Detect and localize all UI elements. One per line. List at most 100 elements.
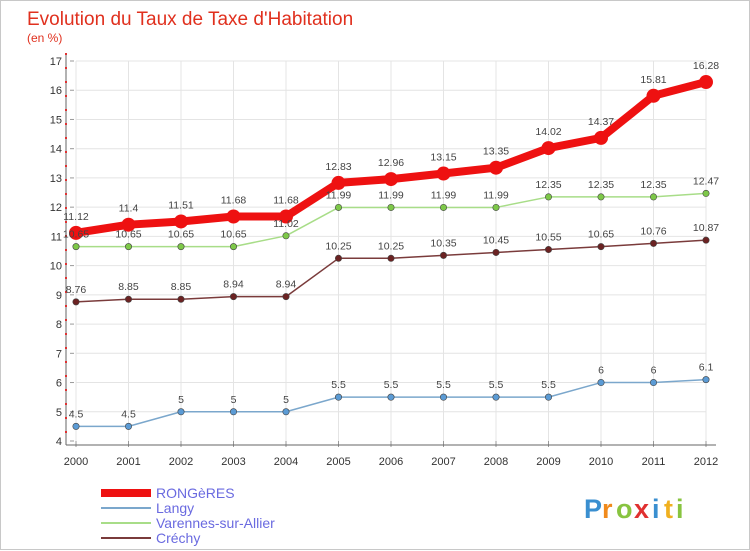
series-1-data-label: 5 — [178, 394, 184, 406]
x-tick-label: 2007 — [431, 456, 455, 468]
series-layer — [69, 75, 713, 430]
series-0-data-label: 14.37 — [588, 116, 614, 128]
legend-label-0: RONGèRES — [156, 485, 235, 501]
y-tick-label: 17 — [50, 56, 62, 68]
series-3-data-label: 10.25 — [325, 240, 351, 252]
series-1-data-label: 4.5 — [69, 408, 84, 420]
series-0-point — [436, 166, 451, 181]
series-2-point — [177, 243, 185, 251]
data-labels: 4.5 4.5 5 5 5 5.5 5.5 5.5 5.5 5.5 6 6 6.1 10.65 10.65 1… — [63, 60, 719, 420]
series-1-point — [282, 408, 290, 416]
series-2-data-label: 11.99 — [483, 189, 509, 201]
y-tick-label: 8 — [56, 319, 62, 331]
y-tick-label: 4 — [56, 436, 62, 448]
x-tick-label: 2009 — [536, 456, 560, 468]
chart-title: Evolution du Taux de Taxe d'Habitation — [27, 9, 353, 30]
x-tick-label: 2005 — [326, 456, 350, 468]
logo-letter: i — [652, 494, 660, 524]
series-0-data-label: 16.28 — [693, 60, 719, 72]
series-3-point — [649, 239, 657, 247]
x-tick-label: 2000 — [64, 456, 88, 468]
series-0-data-label: 11.4 — [119, 203, 139, 215]
series-0-point — [331, 175, 346, 190]
series-3-data-label: 10.25 — [378, 240, 404, 252]
chart-unit-label: (en %) — [27, 31, 62, 45]
series-1-point — [334, 393, 342, 401]
series-2-data-label: 10.65 — [63, 229, 89, 241]
series-0-point — [646, 88, 661, 103]
series-0-data-label: 11.51 — [168, 199, 194, 211]
legend-label-3: Créchy — [156, 530, 200, 546]
series-1-point — [439, 393, 447, 401]
series-3-point — [387, 254, 395, 262]
y-tick-label: 11 — [51, 231, 62, 243]
series-2-data-label: 12.35 — [640, 179, 666, 191]
grid — [75, 60, 707, 441]
y-tick-label: 13 — [50, 173, 62, 185]
series-2-data-label: 11.99 — [378, 189, 404, 201]
series-3-data-label: 8.85 — [118, 281, 139, 293]
logo-letter: i — [676, 494, 684, 524]
series-3-data-label: 10.87 — [693, 222, 719, 234]
series-0-point — [384, 172, 398, 187]
logo-letter: r — [602, 494, 613, 524]
series-3-point — [177, 295, 185, 303]
series-3-data-label: 8.94 — [276, 279, 297, 291]
series-2-point — [72, 243, 80, 251]
series-2-point — [597, 193, 605, 201]
series-3-point — [492, 248, 500, 256]
series-3-point — [334, 254, 342, 262]
series-2-point — [492, 203, 500, 211]
series-0-point — [541, 141, 556, 156]
y-tick-label: 12 — [50, 202, 62, 214]
x-tick-label: 2004 — [274, 456, 298, 468]
series-1-point — [649, 379, 657, 387]
series-3-data-label: 10.55 — [535, 232, 561, 244]
logo-letter: P — [584, 494, 602, 524]
logo-letter: t — [664, 494, 673, 524]
x-tick-label: 2008 — [484, 456, 508, 468]
series-0-data-label: 11.12 — [63, 211, 89, 223]
series-0-point — [279, 209, 293, 224]
series-1-data-label: 5.5 — [541, 379, 556, 391]
series-3-point — [282, 293, 290, 301]
series-3-data-label: 8.94 — [223, 279, 244, 291]
series-1-data-label: 6.1 — [699, 362, 714, 374]
series-3-point — [439, 251, 447, 259]
series-1-data-label: 5 — [283, 394, 289, 406]
axes: 4 5 6 7 8 9 10 11 12 13 14 15 16 17 2000 2001 2002 2003 20… — [50, 53, 718, 468]
series-0-data-label: 14.02 — [535, 126, 561, 138]
series-1-data-label: 5.5 — [489, 379, 504, 391]
x-tick-label: 2006 — [379, 456, 403, 468]
series-1-data-label: 5.5 — [331, 379, 346, 391]
series-0-data-label: 13.35 — [483, 146, 509, 158]
series-2-point — [282, 232, 290, 240]
series-2-point — [125, 243, 133, 251]
series-2-data-label: 11.02 — [273, 218, 299, 230]
series-0-data-label: 12.83 — [325, 161, 351, 173]
series-1-point — [72, 422, 80, 430]
series-1-point — [702, 376, 710, 384]
series-0-data-label: 11.68 — [273, 195, 299, 207]
y-tick-label: 5 — [56, 407, 62, 419]
series-3-data-label: 8.76 — [66, 284, 87, 296]
x-tick-label: 2010 — [589, 456, 613, 468]
y-tick-label: 7 — [56, 348, 62, 360]
series-0-point — [121, 217, 136, 232]
series-2-data-label: 11.99 — [431, 189, 457, 201]
series-1-data-label: 5.5 — [436, 379, 451, 391]
series-2-data-label: 12.35 — [535, 179, 561, 191]
series-0-data-label: 11.68 — [221, 195, 247, 207]
series-2-data-label: 10.65 — [115, 229, 141, 241]
x-tick-label: 2003 — [221, 456, 245, 468]
series-1-point — [492, 393, 500, 401]
series-3-point — [230, 293, 238, 301]
y-tick-label: 9 — [56, 290, 62, 302]
series-0-data-label: 12.96 — [378, 157, 404, 169]
series-3-data-label: 8.85 — [171, 281, 192, 293]
series-1-point — [387, 393, 395, 401]
series-1-data-label: 6 — [651, 365, 657, 377]
series-1-point — [177, 408, 185, 416]
